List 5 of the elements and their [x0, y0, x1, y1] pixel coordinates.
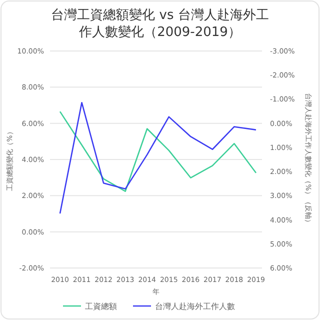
line-series — [59, 102, 257, 214]
legend-label: 工資總額 — [85, 302, 117, 311]
legend-label: 台灣人赴海外工作人數 — [155, 302, 235, 311]
line-series — [59, 110, 257, 192]
chart-title: 台灣工資總額變化 vs 台灣人赴海外工作人數變化（2009-2019） — [51, 8, 269, 40]
